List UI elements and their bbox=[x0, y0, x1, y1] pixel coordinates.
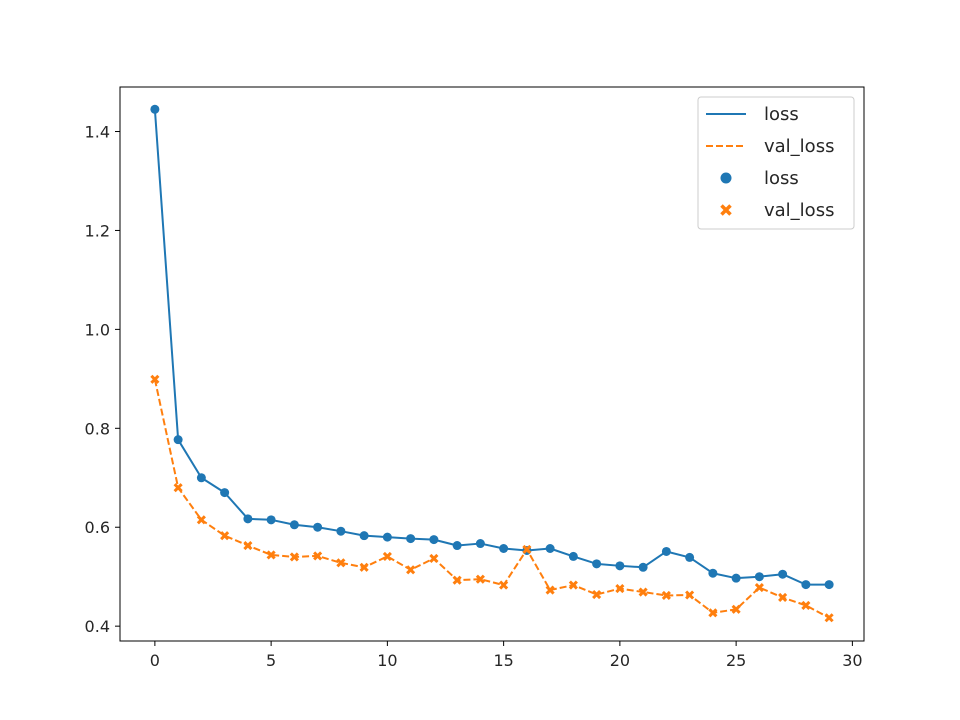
data-point-loss bbox=[499, 544, 509, 554]
data-point-loss bbox=[313, 522, 323, 532]
data-point-loss bbox=[545, 544, 555, 554]
data-point-loss bbox=[266, 515, 276, 525]
data-point-val-loss bbox=[429, 553, 439, 563]
legend-swatch-marker-loss bbox=[720, 172, 732, 184]
data-point-loss bbox=[196, 473, 206, 483]
data-point-val-loss bbox=[499, 580, 509, 590]
data-point-val-loss bbox=[382, 551, 392, 561]
series-line-val-loss bbox=[153, 379, 830, 619]
data-point-loss bbox=[359, 531, 369, 541]
x-tick-label: 15 bbox=[493, 651, 513, 670]
data-point-val-loss bbox=[243, 540, 253, 551]
data-point-loss bbox=[452, 541, 462, 551]
data-point-val-loss bbox=[336, 558, 346, 568]
data-point-loss bbox=[382, 532, 392, 542]
data-point-val-loss bbox=[708, 608, 718, 618]
data-point-val-loss bbox=[313, 551, 323, 561]
data-point-val-loss bbox=[754, 583, 764, 593]
data-point-loss bbox=[475, 539, 485, 549]
data-point-val-loss bbox=[731, 604, 741, 614]
data-point-loss bbox=[661, 546, 671, 556]
data-point-val-loss bbox=[406, 565, 416, 575]
data-point-loss bbox=[638, 562, 648, 572]
data-point-loss bbox=[243, 514, 253, 524]
data-point-val-loss bbox=[289, 552, 299, 562]
legend-label-val-loss: val_loss bbox=[764, 200, 834, 221]
data-point-val-loss bbox=[452, 575, 462, 585]
data-point-loss bbox=[568, 551, 578, 561]
plot-frame bbox=[119, 86, 865, 642]
data-point-loss bbox=[173, 435, 183, 445]
y-tick-label: 0.6 bbox=[85, 518, 110, 537]
data-point-val-loss bbox=[150, 374, 160, 384]
data-point-val-loss bbox=[522, 544, 532, 555]
data-point-val-loss bbox=[801, 600, 811, 610]
data-point-val-loss bbox=[545, 585, 555, 595]
y-tick-label: 0.4 bbox=[85, 617, 110, 636]
legend-label-loss: loss bbox=[764, 168, 799, 189]
data-point-loss bbox=[150, 104, 160, 114]
x-tick-label: 5 bbox=[266, 651, 276, 670]
x-tick-label: 25 bbox=[726, 651, 746, 670]
y-axis: 0.4 0.6 0.8 1.0 1.2 1.4 bbox=[85, 123, 120, 636]
data-point-loss bbox=[336, 526, 346, 536]
data-point-val-loss bbox=[638, 587, 648, 597]
data-point-val-loss bbox=[685, 590, 695, 600]
y-tick-label: 1.0 bbox=[85, 320, 110, 339]
data-point-val-loss bbox=[568, 580, 578, 590]
data-point-loss bbox=[685, 552, 695, 562]
legend-swatch-marker-val-loss bbox=[720, 204, 732, 216]
legend-label-val-loss: val_loss bbox=[764, 136, 834, 157]
data-point-loss bbox=[429, 535, 439, 545]
data-point-val-loss bbox=[359, 562, 369, 572]
data-point-val-loss bbox=[824, 613, 834, 623]
y-tick-label: 0.8 bbox=[85, 419, 110, 438]
data-point-val-loss bbox=[615, 584, 625, 594]
data-point-val-loss bbox=[173, 483, 183, 493]
legend-label-loss: loss bbox=[764, 104, 799, 125]
x-tick-label: 30 bbox=[842, 651, 862, 670]
data-point-loss bbox=[824, 580, 834, 590]
series-layer bbox=[150, 104, 834, 623]
data-point-val-loss bbox=[661, 590, 671, 601]
x-tick-label: 0 bbox=[150, 651, 160, 670]
data-point-loss bbox=[220, 488, 230, 498]
data-point-val-loss bbox=[778, 592, 788, 603]
data-point-loss bbox=[406, 534, 416, 544]
legend-box bbox=[697, 96, 855, 230]
data-point-loss bbox=[289, 520, 299, 530]
x-tick-label: 20 bbox=[610, 651, 630, 670]
x-tick-label: 10 bbox=[377, 651, 397, 670]
data-point-val-loss bbox=[475, 574, 485, 584]
data-point-val-loss bbox=[592, 589, 602, 600]
data-point-loss bbox=[731, 573, 741, 583]
data-point-loss bbox=[592, 559, 602, 569]
data-point-loss bbox=[615, 561, 625, 571]
data-point-loss bbox=[754, 572, 764, 582]
data-point-val-loss bbox=[266, 550, 276, 560]
data-point-loss bbox=[778, 569, 788, 579]
data-point-loss bbox=[708, 568, 718, 578]
data-point-val-loss bbox=[220, 531, 230, 541]
data-point-val-loss bbox=[196, 515, 206, 525]
y-tick-label: 1.4 bbox=[85, 123, 110, 142]
x-axis: 0 5 10 15 20 25 30 bbox=[150, 641, 863, 670]
data-point-loss bbox=[801, 580, 811, 590]
y-tick-label: 1.2 bbox=[85, 221, 110, 240]
